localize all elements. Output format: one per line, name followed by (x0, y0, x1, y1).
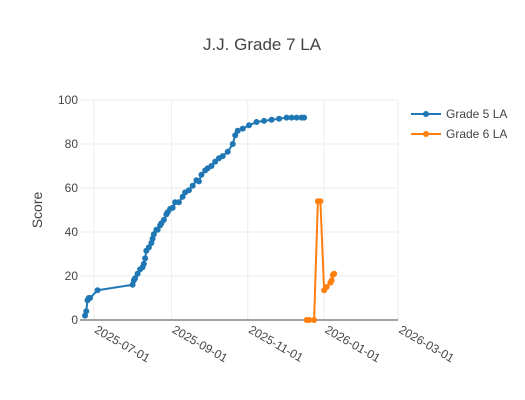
data-point (288, 114, 295, 121)
data-point (185, 187, 192, 194)
data-point (208, 163, 215, 169)
data-point (134, 270, 141, 277)
y-tick-label: 100 (58, 93, 78, 107)
x-tick-label: 2025-07-01 (92, 322, 152, 365)
data-point (331, 270, 338, 277)
y-axis-label: Score (29, 192, 45, 229)
y-tick-label: 0 (71, 313, 78, 327)
legend: Grade 5 LA Grade 6 LA (411, 107, 507, 141)
series-0 (82, 114, 308, 319)
data-point (83, 308, 90, 315)
grid (80, 99, 399, 321)
data-point (317, 198, 324, 205)
data-point (150, 231, 157, 238)
data-point (132, 275, 139, 282)
data-point (229, 141, 236, 147)
x-tick-label: 2026-01-01 (323, 322, 383, 365)
data-point (179, 193, 186, 200)
legend-marker-icon (423, 111, 429, 117)
chart-title: J.J. Grade 7 LA (203, 35, 322, 54)
data-point (301, 114, 308, 121)
x-tick-label: 2025-11-01 (246, 322, 306, 365)
plot-area (82, 114, 338, 323)
data-point (232, 132, 239, 139)
data-point (189, 182, 196, 189)
data-point (311, 317, 318, 323)
legend-label: Grade 5 LA (446, 107, 507, 121)
data-point (219, 153, 226, 160)
data-point (160, 216, 167, 223)
x-tick-label: 2025-09-01 (170, 322, 230, 365)
data-point (253, 119, 260, 125)
data-point (323, 284, 330, 290)
data-point (198, 171, 205, 178)
legend-item: Grade 6 LA (411, 127, 507, 141)
data-point (154, 226, 161, 233)
data-point (293, 114, 300, 121)
data-point (306, 317, 313, 323)
x-axis: 2025-07-01 2025-09-01 2025-11-01 2026-01-01… (92, 322, 457, 365)
x-tick-label: 2026-03-01 (397, 322, 457, 365)
data-point (142, 255, 149, 262)
data-point (283, 114, 290, 121)
series-line (306, 200, 335, 321)
data-point (87, 295, 94, 301)
data-point (276, 115, 283, 122)
data-point (224, 148, 231, 155)
y-tick-label: 20 (65, 269, 79, 283)
legend-marker-icon (423, 131, 429, 137)
data-point (246, 122, 253, 129)
data-point (234, 127, 241, 134)
y-axis: 0 20 40 60 80 100 (58, 93, 78, 327)
series-line (84, 116, 305, 316)
data-point (140, 260, 147, 267)
y-tick-label: 60 (65, 181, 79, 195)
data-point (175, 199, 182, 206)
y-tick-label: 40 (65, 225, 79, 239)
data-point (195, 178, 202, 185)
data-point (268, 116, 275, 123)
y-tick-label: 80 (65, 137, 79, 151)
data-point (169, 204, 176, 211)
legend-label: Grade 6 LA (446, 127, 507, 141)
data-point (328, 277, 335, 284)
data-point (239, 125, 246, 132)
data-point (94, 287, 101, 294)
data-point (145, 244, 152, 251)
data-point (261, 117, 268, 124)
legend-item: Grade 5 LA (411, 107, 507, 121)
series-1 (303, 198, 338, 323)
